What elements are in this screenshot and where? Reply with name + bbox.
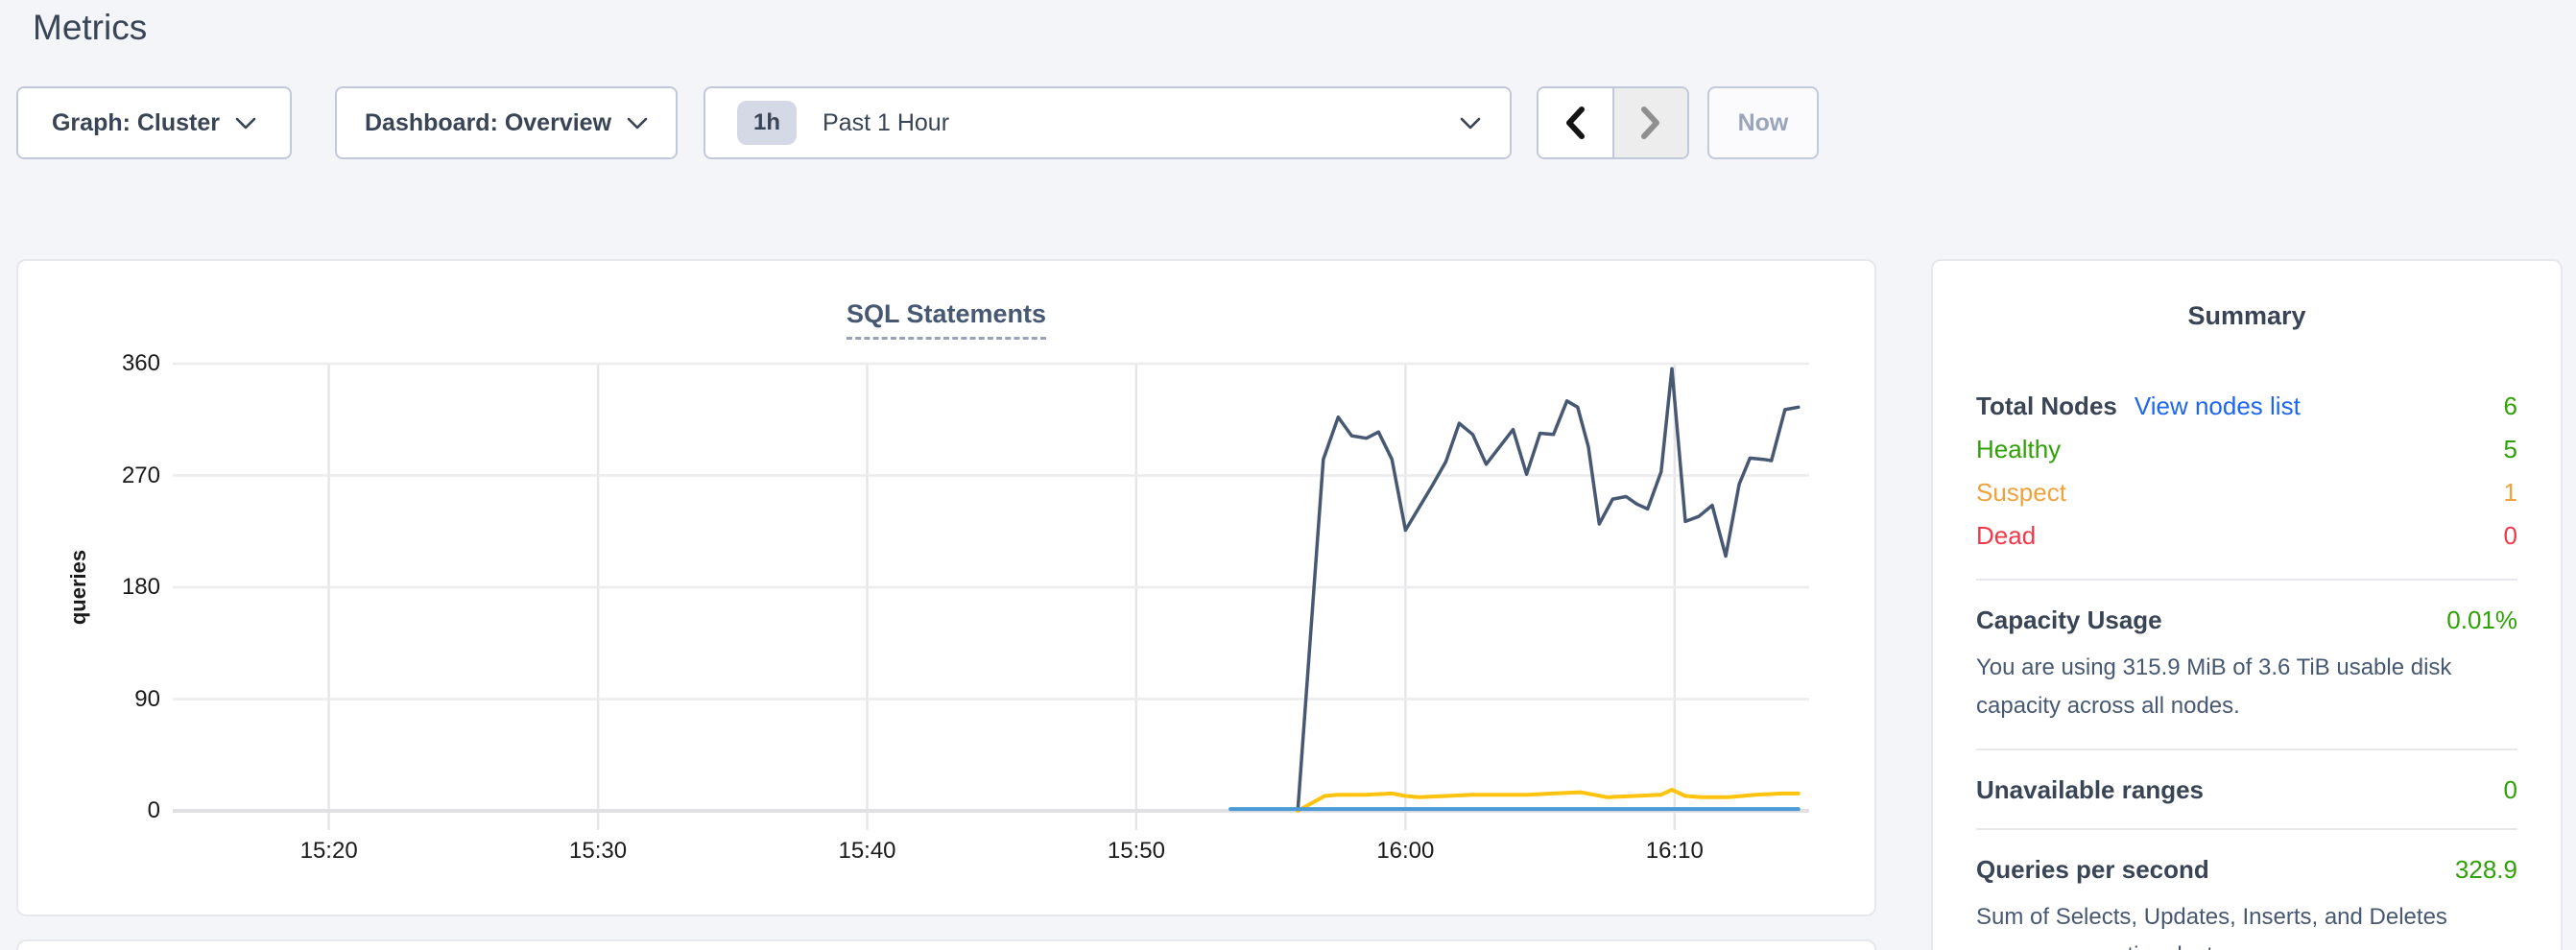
- now-button[interactable]: Now: [1707, 86, 1819, 159]
- chevron-down-icon: [235, 117, 256, 130]
- x-axis-tick-label: 16:10: [1645, 838, 1704, 864]
- graph-scope-dropdown-label: Graph: Cluster: [51, 108, 221, 136]
- sql-statements-plot[interactable]: [173, 362, 1809, 830]
- y-axis-tick-label: 270: [121, 462, 160, 488]
- sql-statements-chart-card: SQL Statements queries 0 90 180 270 360 15:20…: [16, 259, 1876, 916]
- chart-title-wrap: SQL Statements: [18, 299, 1874, 340]
- unavailable-ranges-section: Unavailable ranges 0: [1976, 748, 2517, 828]
- queries-per-second-description: Sum of Selects, Updates, Inserts, and De…: [1976, 904, 2447, 950]
- healthy-nodes-row: Healthy 5: [1976, 428, 2517, 471]
- time-range-dropdown[interactable]: 1h Past 1 Hour: [704, 86, 1512, 159]
- capacity-usage-section: Capacity Usage 0.01% You are using 315.9…: [1976, 579, 2517, 748]
- previous-time-range-button[interactable]: [1538, 88, 1612, 157]
- time-range-pager: [1537, 86, 1689, 159]
- next-chart-card: [16, 939, 1876, 950]
- suspect-value: 1: [2503, 478, 2517, 507]
- total-nodes-row: Total Nodes View nodes list 6: [1976, 385, 2517, 428]
- dashboard-dropdown[interactable]: Dashboard: Overview: [335, 86, 678, 159]
- chevron-down-icon: [1460, 117, 1481, 130]
- metrics-toolbar: Graph: Cluster Dashboard: Overview 1h Pa…: [16, 86, 1819, 159]
- chart-title[interactable]: SQL Statements: [846, 299, 1047, 340]
- time-range-badge: 1h: [737, 101, 798, 145]
- healthy-value: 5: [2503, 435, 2517, 463]
- page-title: Metrics: [33, 8, 148, 47]
- queries-per-second-value: 328.9: [2454, 855, 2517, 884]
- total-nodes-label: Total Nodes: [1976, 392, 2117, 420]
- x-axis-tick-label: 15:20: [299, 838, 358, 864]
- x-axis-tick-label: 16:00: [1376, 838, 1435, 864]
- dashboard-dropdown-label: Dashboard: Overview: [364, 108, 612, 136]
- view-nodes-list-link[interactable]: View nodes list: [2134, 392, 2301, 420]
- node-status-section: Total Nodes View nodes list 6 Healthy 5 …: [1976, 385, 2517, 579]
- total-nodes-value: 6: [2503, 392, 2517, 420]
- dead-nodes-row: Dead 0: [1976, 514, 2517, 558]
- suspect-label: Suspect: [1976, 478, 2066, 507]
- chevron-down-icon: [627, 117, 648, 130]
- y-axis-tick-label: 180: [121, 574, 160, 600]
- unavailable-ranges-label: Unavailable ranges: [1976, 775, 2204, 804]
- x-axis-tick-label: 15:40: [838, 838, 896, 864]
- summary-panel: Summary Total Nodes View nodes list 6 He…: [1931, 259, 2563, 950]
- capacity-usage-value: 0.01%: [2446, 606, 2517, 634]
- queries-per-second-section: Queries per second 328.9 Sum of Selects,…: [1976, 828, 2517, 950]
- chevron-right-icon: [1638, 105, 1663, 141]
- summary-heading: Summary: [2187, 301, 2306, 330]
- chevron-left-icon: [1562, 105, 1587, 141]
- next-time-range-button[interactable]: [1611, 88, 1687, 157]
- y-axis-tick-label: 90: [134, 685, 160, 712]
- dead-label: Dead: [1976, 521, 2037, 550]
- suspect-nodes-row: Suspect 1: [1976, 471, 2517, 514]
- capacity-usage-description: You are using 315.9 MiB of 3.6 TiB usabl…: [1976, 654, 2452, 719]
- healthy-label: Healthy: [1976, 435, 2062, 463]
- x-axis-tick-label: 15:30: [569, 838, 628, 864]
- capacity-usage-label: Capacity Usage: [1976, 606, 2162, 634]
- graph-scope-dropdown[interactable]: Graph: Cluster: [16, 86, 292, 159]
- y-axis-tick-label: 0: [147, 797, 160, 823]
- dead-value: 0: [2503, 521, 2517, 550]
- unavailable-ranges-value: 0: [2503, 775, 2517, 804]
- y-axis-tick-label: 360: [121, 350, 160, 376]
- x-axis-tick-label: 15:50: [1107, 838, 1165, 864]
- time-range-label: Past 1 Hour: [823, 108, 950, 136]
- queries-per-second-label: Queries per second: [1976, 855, 2209, 884]
